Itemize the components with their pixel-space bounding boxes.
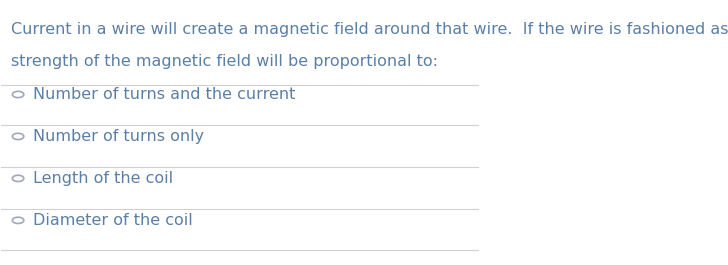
- Text: Number of turns only: Number of turns only: [33, 129, 205, 144]
- Text: strength of the magnetic field will be proportional to:: strength of the magnetic field will be p…: [11, 54, 438, 69]
- Text: Length of the coil: Length of the coil: [33, 171, 173, 186]
- Text: Number of turns and the current: Number of turns and the current: [33, 87, 296, 102]
- Text: Diameter of the coil: Diameter of the coil: [33, 213, 193, 228]
- Text: Current in a wire will create a magnetic field around that wire.  If the wire is: Current in a wire will create a magnetic…: [11, 22, 728, 37]
